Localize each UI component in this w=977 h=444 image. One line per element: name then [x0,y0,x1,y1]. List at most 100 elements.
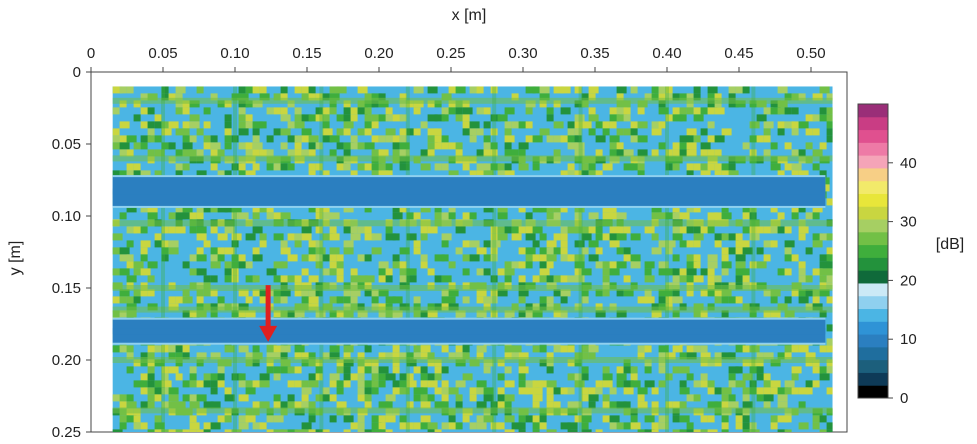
heatmap-cell [511,352,519,360]
heatmap-cell [763,135,771,143]
heatmap-cell [532,394,543,402]
heatmap-cell [231,212,239,220]
heatmap-cell [770,296,778,304]
heatmap-cell [154,240,165,248]
heatmap-cell [343,163,351,171]
heatmap-cell [280,212,291,220]
heatmap-cell [742,275,750,283]
heatmap-cell [483,121,491,129]
heatmap-cell [476,345,487,353]
heatmap-cell [273,212,284,220]
heatmap-cell [336,387,344,395]
heatmap-cell [616,149,627,157]
heatmap-cell [504,149,515,157]
colorbar-swatch [858,180,888,194]
heatmap-cell [420,387,428,395]
heatmap-cell [364,275,375,283]
heatmap-cell [609,401,620,409]
heatmap-cell [203,373,211,381]
heatmap-cell [266,205,274,213]
heatmap-cell [672,254,680,262]
heatmap-cell [308,86,316,94]
heatmap-cell [798,401,806,409]
heatmap-cell [301,268,309,276]
heatmap-cell [700,149,708,157]
heatmap-cell [126,205,137,213]
heatmap-cell [588,401,596,409]
heatmap-cell [567,401,578,409]
heatmap-cell [497,205,508,213]
x-axis: 0 0.05 0.10 0.15 0.20 0.25 0.30 0.35 0.40 0.45 0.5… [87,45,826,72]
heatmap-cell [343,226,354,234]
heatmap-cell [560,387,571,395]
heatmap-cell [182,135,193,143]
heatmap-cell [203,142,211,150]
heatmap-cell [196,226,207,234]
heatmap-cell [560,86,571,94]
heatmap-cell [469,254,480,262]
heatmap-cell [826,107,833,115]
heatmap-cell [777,170,785,178]
heatmap-cell [308,114,319,122]
heatmap-cell [476,387,487,395]
heatmap-cell [546,107,554,115]
heatmap-cell [483,415,494,423]
heatmap-cell [518,121,529,129]
heatmap-cell [217,296,225,304]
heatmap-cell [714,401,722,409]
heatmap-cell [112,429,123,433]
heatmap-cell [812,93,823,101]
heatmap-cell [147,366,155,374]
heatmap-cell [770,142,778,150]
heatmap-cell [581,394,589,402]
heatmap-cell [728,100,739,108]
heatmap-cell [616,289,624,297]
heatmap-cell [441,163,449,171]
heatmap-cell [609,233,620,241]
heatmap-cell [588,254,599,262]
heatmap-cell [511,345,522,353]
heatmap-cell [441,394,449,402]
heatmap-cell [616,233,627,241]
heatmap-cell [210,373,221,381]
heatmap-cell [273,401,281,409]
heatmap-cell [448,289,459,297]
heatmap-cell [518,149,526,157]
heatmap-cell [581,415,592,423]
heatmap-cell [735,240,746,248]
heatmap-cell [490,163,501,171]
heatmap-cell [294,401,302,409]
heatmap-cell [273,310,281,318]
heatmap-cell [413,310,421,318]
heatmap-cell [469,135,477,143]
heatmap-cell [238,422,249,430]
heatmap-cell [497,212,508,220]
heatmap-cell [574,205,585,213]
heatmap-cell [518,352,529,360]
heatmap-cell [560,240,568,248]
heatmap-cell [189,422,200,430]
heatmap-cell [301,226,312,234]
heatmap-cell [266,352,277,360]
heatmap-cell [749,135,760,143]
heatmap-cell [161,380,172,388]
heatmap-cell [154,394,162,402]
heatmap-cell [553,289,561,297]
heatmap-cell [623,226,631,234]
heatmap-cell [490,233,498,241]
heatmap-cell [315,373,323,381]
heatmap-cell [210,226,218,234]
heatmap-cell [791,149,799,157]
heatmap-cell [679,275,690,283]
heatmap-cell [350,142,361,150]
heatmap-cell [742,394,750,402]
heatmap-cell [476,149,484,157]
heatmap-cell [588,93,596,101]
heatmap-cell [441,296,452,304]
colorbar-tick-label: 20 [900,272,917,289]
heatmap-cell [672,212,683,220]
heatmap-cell [567,387,575,395]
heatmap-cell [133,261,144,269]
heatmap-stripe [112,357,833,363]
heatmap-cell [161,254,169,262]
